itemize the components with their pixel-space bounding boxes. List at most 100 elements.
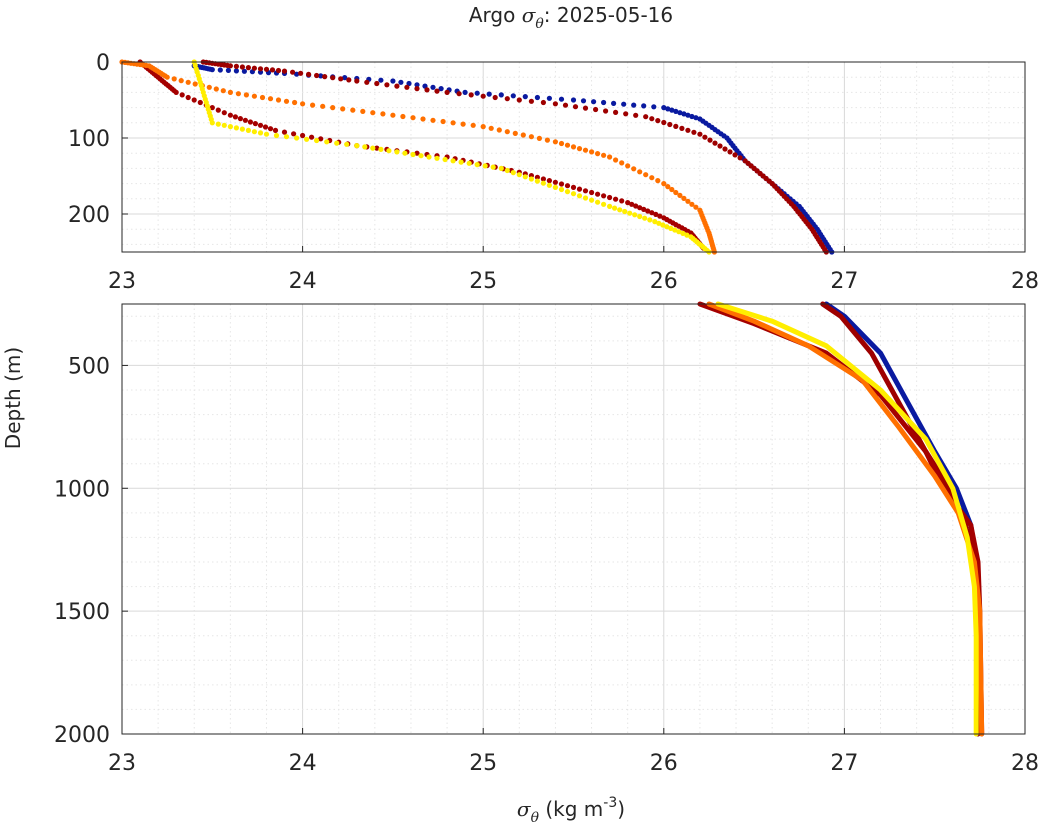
profile-orange-point xyxy=(625,163,631,169)
profile-navy-point xyxy=(693,115,699,121)
profile-darkred-b-point xyxy=(173,89,179,95)
profile-navy-point xyxy=(621,101,627,107)
profile-darkred-a-point xyxy=(364,79,370,85)
profile-navy-point xyxy=(318,73,324,79)
upper-x-tick-labels: 23 24 25 26 27 28 xyxy=(108,246,1039,294)
profile-orange-point xyxy=(520,132,526,138)
profile-darkred-b-point xyxy=(247,119,253,125)
profile-orange-point xyxy=(558,140,565,147)
profile-orange-point xyxy=(488,125,494,131)
profile-orange-point xyxy=(693,204,699,210)
profile-darkred-a-point xyxy=(414,86,420,92)
profile-yellow-point xyxy=(474,162,480,168)
profile-orange-point xyxy=(643,172,649,178)
profile-darkred-b-point xyxy=(309,134,315,140)
profile-darkred-a-point xyxy=(702,134,708,140)
profile-orange-point xyxy=(637,169,643,175)
profile-darkred-b-point xyxy=(619,198,625,204)
profile-darkred-b-point xyxy=(613,196,619,202)
profile-darkred-b-point xyxy=(221,110,227,116)
profile-darkred-a-point xyxy=(492,94,498,101)
profile-orange-point xyxy=(310,102,316,108)
lower-y-tick-labels: 500 1000 1500 2000 xyxy=(54,354,128,748)
profile-darkred-a-point xyxy=(468,92,474,98)
profile-darkred-b-point xyxy=(540,176,547,182)
profile-orange-point xyxy=(410,115,416,121)
profile-yellow-point xyxy=(386,148,392,154)
profile-yellow-point xyxy=(627,210,633,216)
profile-darkred-a-point xyxy=(298,70,304,76)
profile-darkred-a-point xyxy=(691,129,697,135)
profile-darkred-a-point xyxy=(667,121,673,128)
profile-orange-point xyxy=(440,118,446,125)
profile-orange-point xyxy=(171,76,177,82)
profile-orange-point xyxy=(673,189,679,196)
profile-navy-point xyxy=(546,95,553,101)
profile-yellow-point xyxy=(314,137,320,144)
profile-darkred-a-point xyxy=(661,119,667,126)
profile-yellow-point xyxy=(458,159,464,165)
profile-orange-point xyxy=(677,192,683,198)
profile-orange-point xyxy=(504,129,510,135)
profile-navy-point xyxy=(661,105,667,111)
profile-yellow-point xyxy=(334,140,340,146)
lower-depth-panel: 500 1000 1500 2000 23 24 25 26 27 28 xyxy=(54,301,1039,776)
profile-darkred-b-point xyxy=(257,122,264,128)
profile-yellow-point xyxy=(576,193,583,199)
profile-orange-point xyxy=(570,144,577,150)
profile-darkred-b-point xyxy=(629,201,635,207)
y-tick-label: 500 xyxy=(68,354,110,379)
profile-yellow-point xyxy=(257,130,264,136)
profile-yellow-point xyxy=(534,178,541,184)
profile-darkred-a-point xyxy=(613,109,619,115)
profile-darkred-a-point xyxy=(685,127,691,133)
lower-axes-box xyxy=(121,303,1026,735)
profile-darkred-b-point xyxy=(564,183,571,189)
upper-plot-area xyxy=(122,62,1025,252)
profile-darkred-b-point xyxy=(546,178,553,184)
profile-darkred-a-point xyxy=(251,65,257,71)
profile-darkred-a-point xyxy=(444,89,450,95)
profile-darkred-b-point xyxy=(633,203,639,209)
profile-yellow-point xyxy=(607,203,613,209)
profile-darkred-b-point xyxy=(242,117,248,123)
profile-orange-point xyxy=(192,81,198,87)
profile-navy-point xyxy=(522,94,528,100)
x-tick-label: 28 xyxy=(1011,751,1039,776)
profile-darkred-b-point xyxy=(657,213,663,219)
profile-orange-point xyxy=(601,152,607,158)
x-tick-label: 25 xyxy=(469,751,497,776)
profile-yellow-point xyxy=(362,144,368,150)
profile-navy-point xyxy=(591,99,597,105)
profile-darkred-a-point xyxy=(655,118,661,124)
profile-navy-point xyxy=(217,67,223,73)
profile-yellow-point xyxy=(450,158,456,164)
profile-yellow-point xyxy=(426,154,432,160)
y-tick-label: 100 xyxy=(68,127,110,152)
profile-darkred-b-point xyxy=(262,124,269,130)
profile-navy-point xyxy=(414,82,420,88)
profile-orange-point xyxy=(320,103,326,109)
profile-yellow-point xyxy=(656,220,662,226)
profile-darkred-a-point xyxy=(330,75,336,81)
profile-darkred-b-point xyxy=(291,131,297,137)
profile-darkred-b-point xyxy=(645,208,651,214)
profile-darkred-b-point xyxy=(570,184,577,190)
profile-darkred-b-point xyxy=(595,191,601,197)
profile-yellow-point xyxy=(221,122,227,128)
profile-darkred-a-point xyxy=(424,87,430,93)
profile-yellow-point xyxy=(632,212,638,218)
profile-navy-point xyxy=(406,80,412,87)
profile-yellow-point xyxy=(622,208,628,215)
profile-yellow-point xyxy=(442,156,448,163)
y-axis-label: Depth (m) xyxy=(1,347,25,449)
profile-darkred-a-point xyxy=(722,146,728,152)
profile-orange-point xyxy=(480,124,486,130)
profile-navy-point xyxy=(651,104,657,110)
profile-darkred-a-point xyxy=(346,77,352,83)
profile-orange-point xyxy=(185,79,191,85)
y-tick-label: 200 xyxy=(68,203,110,228)
profile-orange-point xyxy=(619,160,625,166)
profile-yellow-point xyxy=(490,164,496,170)
profile-orange-point xyxy=(390,112,396,118)
